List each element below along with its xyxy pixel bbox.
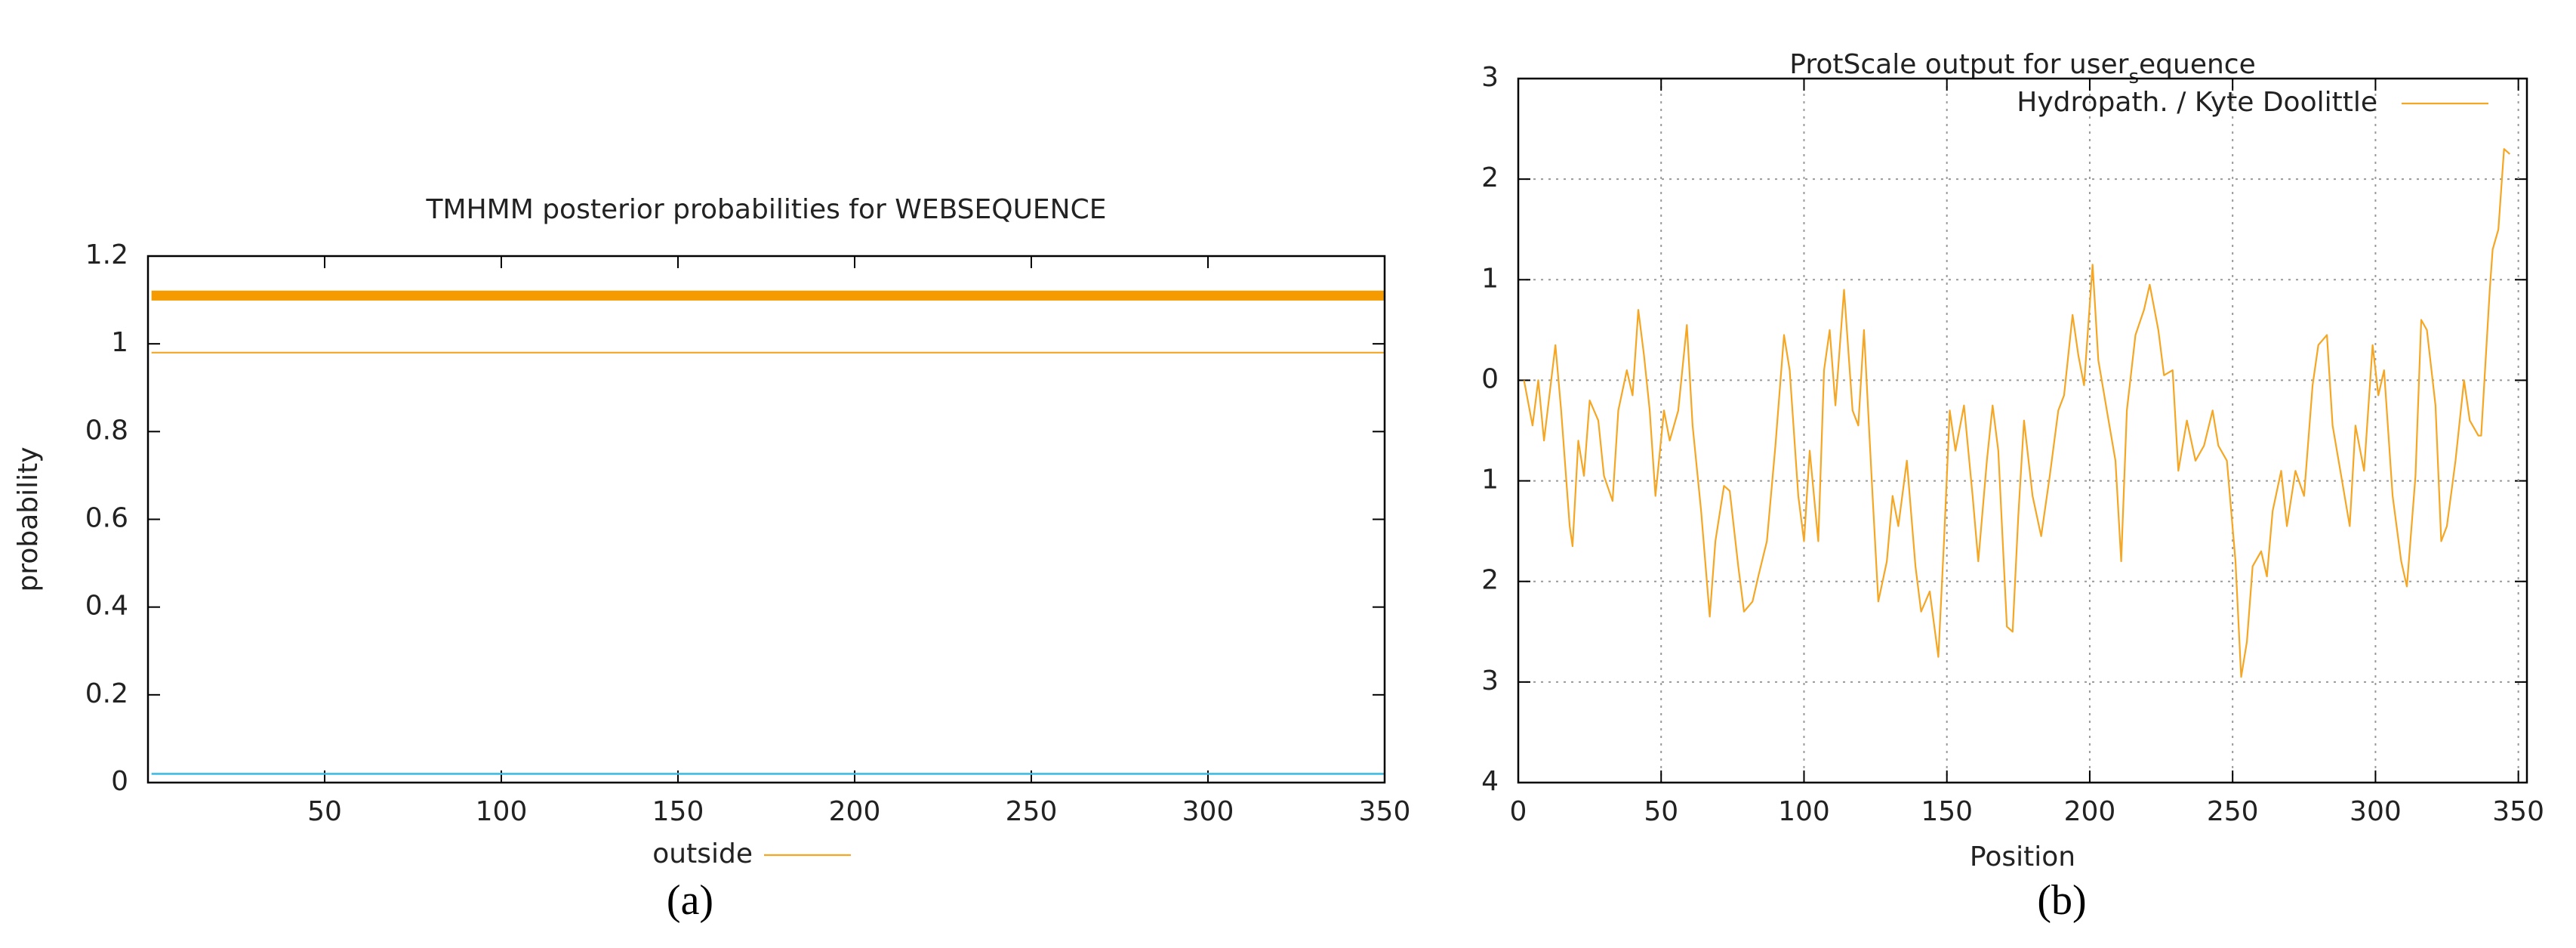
y-tick-label: 0 [1481, 363, 1499, 394]
x-axis-label: Position [1970, 841, 2075, 872]
y-tick-label: 1.2 [85, 239, 128, 270]
y-tick-label: 3 [1481, 62, 1499, 93]
y-tick-label: 0.6 [85, 503, 128, 534]
series-line [1523, 148, 2511, 678]
plot-frame [146, 255, 1386, 784]
x-tick-label: 50 [1644, 796, 1678, 827]
x-tick-label: 350 [2492, 796, 2544, 827]
x-tick-label: 350 [1359, 796, 1411, 827]
y-tick-label: 1 [1481, 263, 1499, 294]
y-tick-label: 0 [111, 766, 128, 797]
legend-label: Hydropath. / Kyte Doolittle [2017, 87, 2377, 118]
y-tick-label: 0.8 [85, 415, 128, 446]
y-tick-label: 0.2 [85, 678, 128, 709]
y-tick-label: 0.4 [85, 591, 128, 622]
legend-label: outside [652, 838, 753, 869]
x-tick-label: 200 [829, 796, 881, 827]
chart-title: ProtScale output for usersequence [1789, 49, 2255, 88]
x-tick-label: 0 [1510, 796, 1527, 827]
y-tick-label: 2 [1481, 162, 1499, 193]
x-tick-label: 200 [2064, 796, 2116, 827]
plot-frame [1517, 77, 2528, 784]
x-tick-label: 300 [2350, 796, 2402, 827]
x-tick-label: 50 [307, 796, 342, 827]
title-part: equence [2139, 49, 2256, 80]
x-tick-label: 250 [1006, 796, 1058, 827]
y-tick-label: 4 [1481, 766, 1499, 797]
caption: (a) [667, 877, 713, 924]
x-tick-label: 300 [1182, 796, 1234, 827]
y-tick-label: 3 [1481, 665, 1499, 696]
caption: (b) [2037, 877, 2086, 924]
y-tick-label: 2 [1481, 565, 1499, 596]
x-tick-label: 150 [652, 796, 704, 827]
title-part: ProtScale output for user [1789, 49, 2128, 80]
y-axis-label: probability [13, 446, 44, 591]
y-tick-label: 1 [1481, 465, 1499, 496]
x-tick-label: 100 [476, 796, 528, 827]
x-tick-label: 150 [1921, 796, 1973, 827]
title-part: s [2128, 66, 2139, 88]
x-tick-label: 100 [1778, 796, 1830, 827]
y-tick-label: 1 [111, 327, 128, 358]
x-tick-label: 250 [2207, 796, 2259, 827]
chart-title: TMHMM posterior probabilities for WEBSEQ… [426, 194, 1107, 225]
